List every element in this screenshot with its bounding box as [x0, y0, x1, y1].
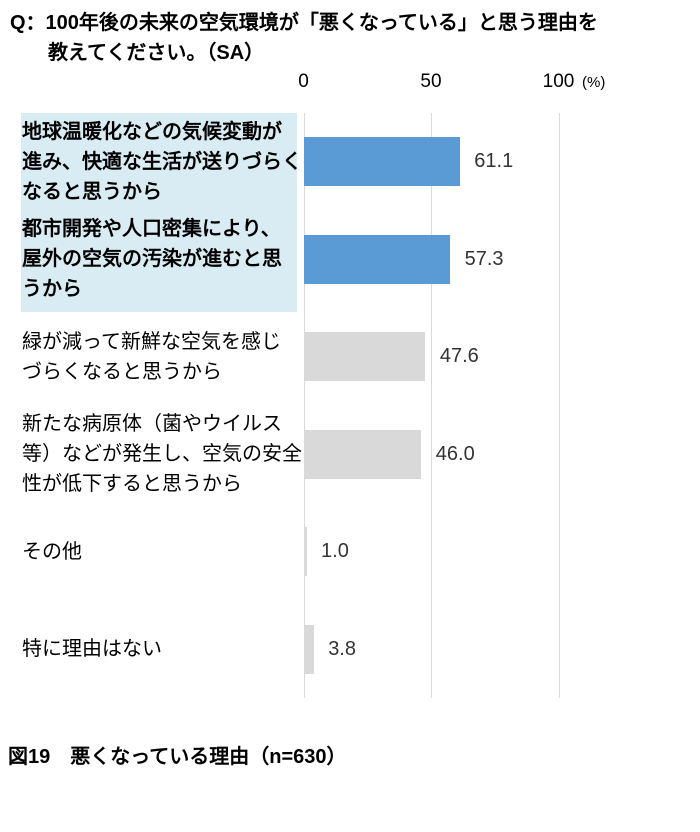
- x-axis-unit-label: (%): [582, 74, 606, 91]
- x-axis-tick-50: 50: [420, 71, 442, 92]
- category-label-text: 都市開発や人口密集により、 屋外の空気の汚染が進むと思 うから: [22, 218, 282, 301]
- category-label: 緑が減って新鮮な空気を感じ づらくなると思うから: [22, 308, 304, 406]
- value-label: 1.0: [321, 540, 349, 563]
- category-label: その他: [22, 503, 304, 601]
- question-title-line1: Q：100年後の未来の空気環境が「悪くなっている」と思う理由を: [10, 12, 598, 34]
- category-label: 都市開発や人口密集により、 屋外の空気の汚染が進むと思 うから: [22, 211, 304, 309]
- question-title: Q：100年後の未来の空気環境が「悪くなっている」と思う理由を 教えてください。…: [10, 8, 598, 68]
- category-label: 特に理由はない: [22, 601, 304, 699]
- value-label: 47.6: [439, 345, 479, 368]
- category-label: 新たな病原体（菌やウイルス 等）などが発生し、空気の安全 性が低下すると思うから: [22, 406, 304, 504]
- bar: [304, 527, 307, 577]
- value-label: 57.3: [464, 247, 504, 270]
- category-label-text: 特に理由はない: [22, 638, 162, 661]
- category-label-text: 地球温暖化などの気候変動が 進み、快適な生活が送りづらく なると思うから: [22, 120, 302, 203]
- bar: [304, 332, 426, 382]
- value-label: 3.8: [328, 637, 356, 660]
- category-label: 地球温暖化などの気候変動が 進み、快適な生活が送りづらく なると思うから: [22, 113, 304, 211]
- bar: [304, 137, 460, 187]
- category-label-text: 新たな病原体（菌やウイルス 等）などが発生し、空気の安全 性が低下すると思うから: [22, 413, 302, 496]
- bar: [304, 234, 451, 284]
- gridline-0: [303, 113, 305, 698]
- figure-caption: 図19 悪くなっている理由（n=630）: [8, 746, 347, 768]
- value-label: 61.1: [474, 150, 514, 173]
- category-label-text: 緑が減って新鮮な空気を感じ づらくなると思うから: [22, 330, 281, 383]
- value-label: 46.0: [435, 442, 475, 465]
- gridline-100: [558, 113, 560, 698]
- x-axis-tick-100: 100: [542, 71, 575, 92]
- question-title-line2: 教えてください。（SA）: [48, 42, 265, 64]
- x-axis-tick-0: 0: [298, 71, 309, 92]
- bar: [304, 429, 422, 479]
- category-label-text: その他: [22, 540, 82, 563]
- bar: [304, 624, 314, 674]
- label-highlight-region: [21, 113, 297, 312]
- gridline-50: [431, 113, 432, 698]
